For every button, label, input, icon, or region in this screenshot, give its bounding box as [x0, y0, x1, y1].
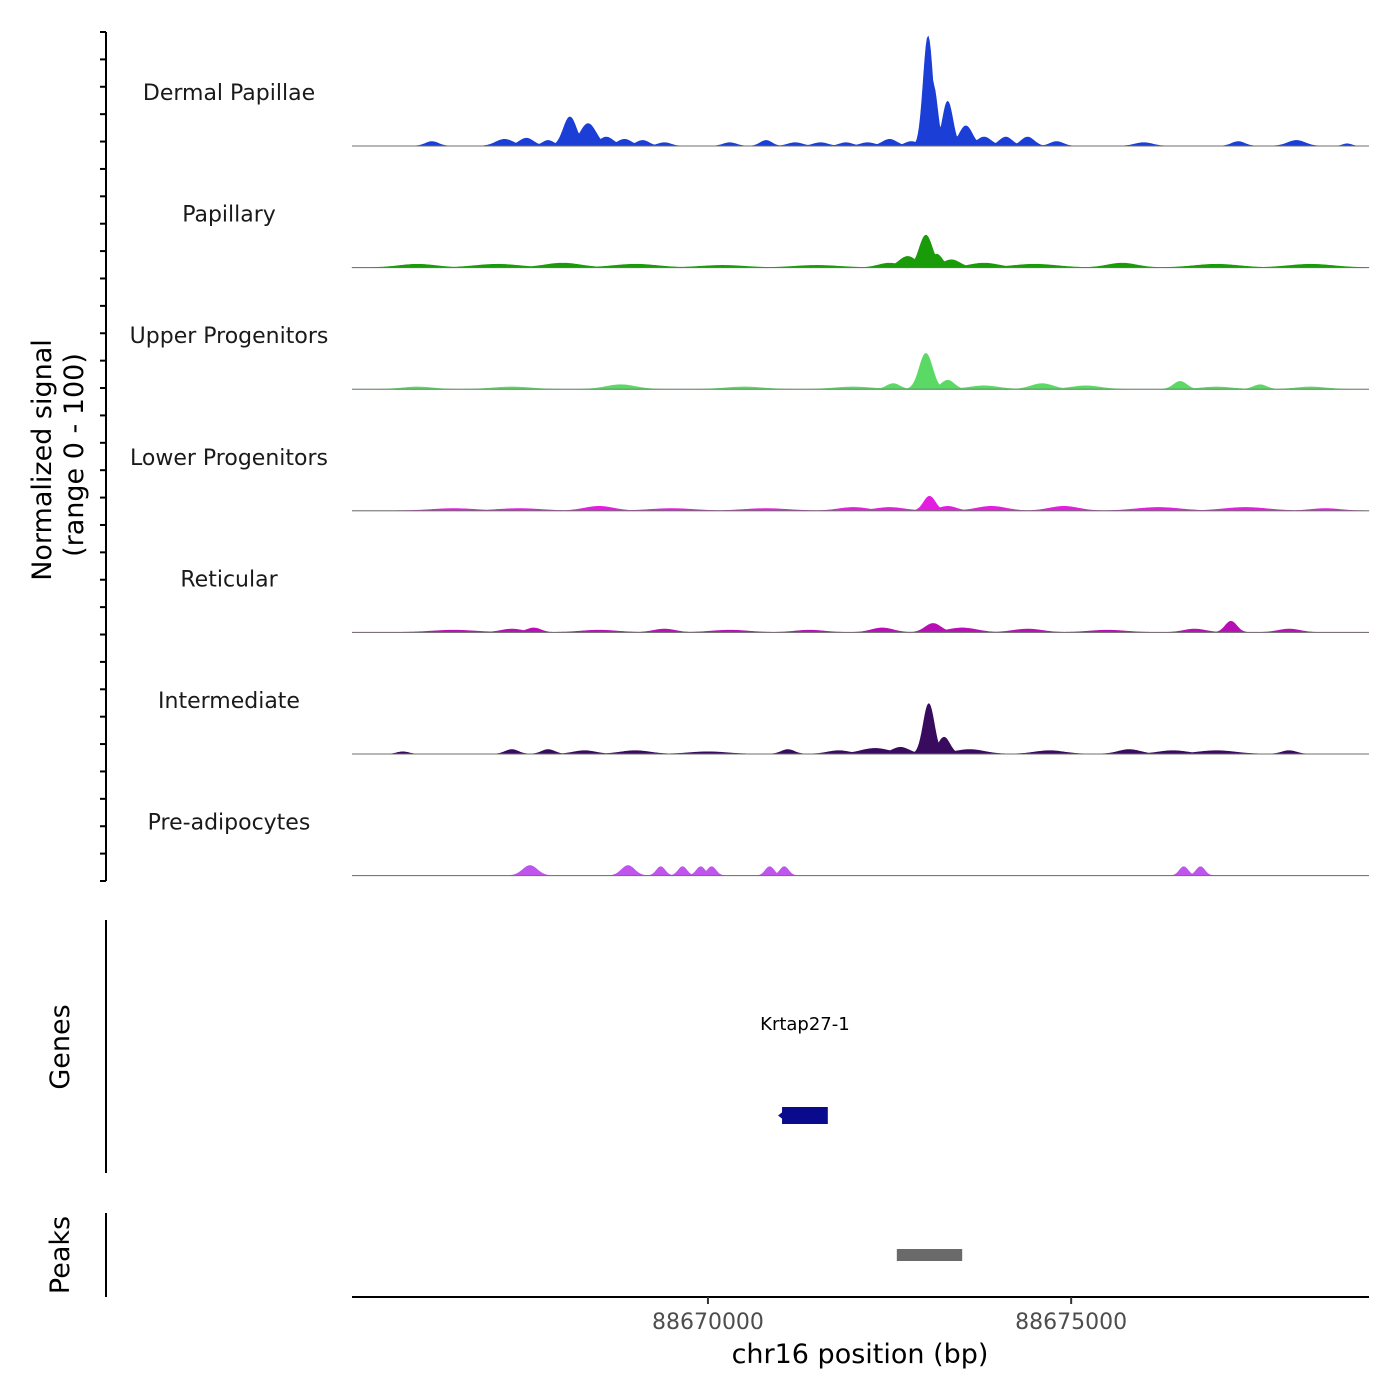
coverage-y-label-line2: (range 0 - 100): [59, 353, 90, 557]
coverage-y-label-line1: Normalized signal: [27, 339, 58, 581]
gene-label: Krtap27-1: [760, 1014, 850, 1035]
signal-area: [352, 620, 1369, 633]
signal-area: [352, 703, 1369, 755]
track-reticular: Reticular: [180, 567, 1369, 633]
peak-ranges: [896, 1249, 963, 1261]
x-axis: 88670000 88675000 chr16 position (bp): [352, 1296, 1369, 1370]
strand-arrow: [778, 1110, 786, 1121]
gene-models: Krtap27-1: [760, 1014, 850, 1124]
gene-krtap27-1: Krtap27-1: [760, 1014, 850, 1124]
track-dermal-papillae: Dermal Papillae: [143, 35, 1369, 147]
track-papillary: Papillary: [182, 203, 1370, 269]
signal-area: [352, 353, 1369, 390]
track-label: Papillary: [182, 203, 276, 228]
coverage-tracks: Dermal Papillae Papillary Upper Progenitor…: [130, 35, 1370, 877]
genes-y-label: Genes: [45, 1004, 76, 1089]
x-tick-label: 88670000: [652, 1310, 764, 1335]
genes-panel: Genes Krtap27-1: [45, 920, 850, 1173]
track-lower-progenitors: Lower Progenitors: [130, 446, 1370, 512]
gene-body: [782, 1107, 828, 1124]
track-intermediate: Intermediate: [158, 689, 1369, 755]
peaks-panel: Peaks: [45, 1213, 963, 1297]
coverage-y-ticks: [100, 31, 106, 882]
track-label: Intermediate: [158, 689, 300, 714]
track-upper-progenitors: Upper Progenitors: [130, 324, 1369, 390]
track-label: Pre-adipocytes: [148, 811, 311, 836]
peaks-y-label: Peaks: [45, 1216, 76, 1294]
peak-range: [896, 1249, 963, 1261]
x-axis-label: chr16 position (bp): [732, 1339, 989, 1370]
x-tick-label: 88675000: [1015, 1310, 1127, 1335]
track-label: Upper Progenitors: [130, 324, 329, 349]
track-label: Reticular: [180, 567, 278, 592]
track-label: Dermal Papillae: [143, 81, 315, 106]
coverage-panel: Normalized signal (range 0 - 100) Dermal…: [27, 31, 1370, 882]
track-pre-adipocytes: Pre-adipocytes: [148, 811, 1369, 877]
x-ticks: 88670000 88675000: [652, 1297, 1127, 1335]
track-label: Lower Progenitors: [130, 446, 328, 471]
